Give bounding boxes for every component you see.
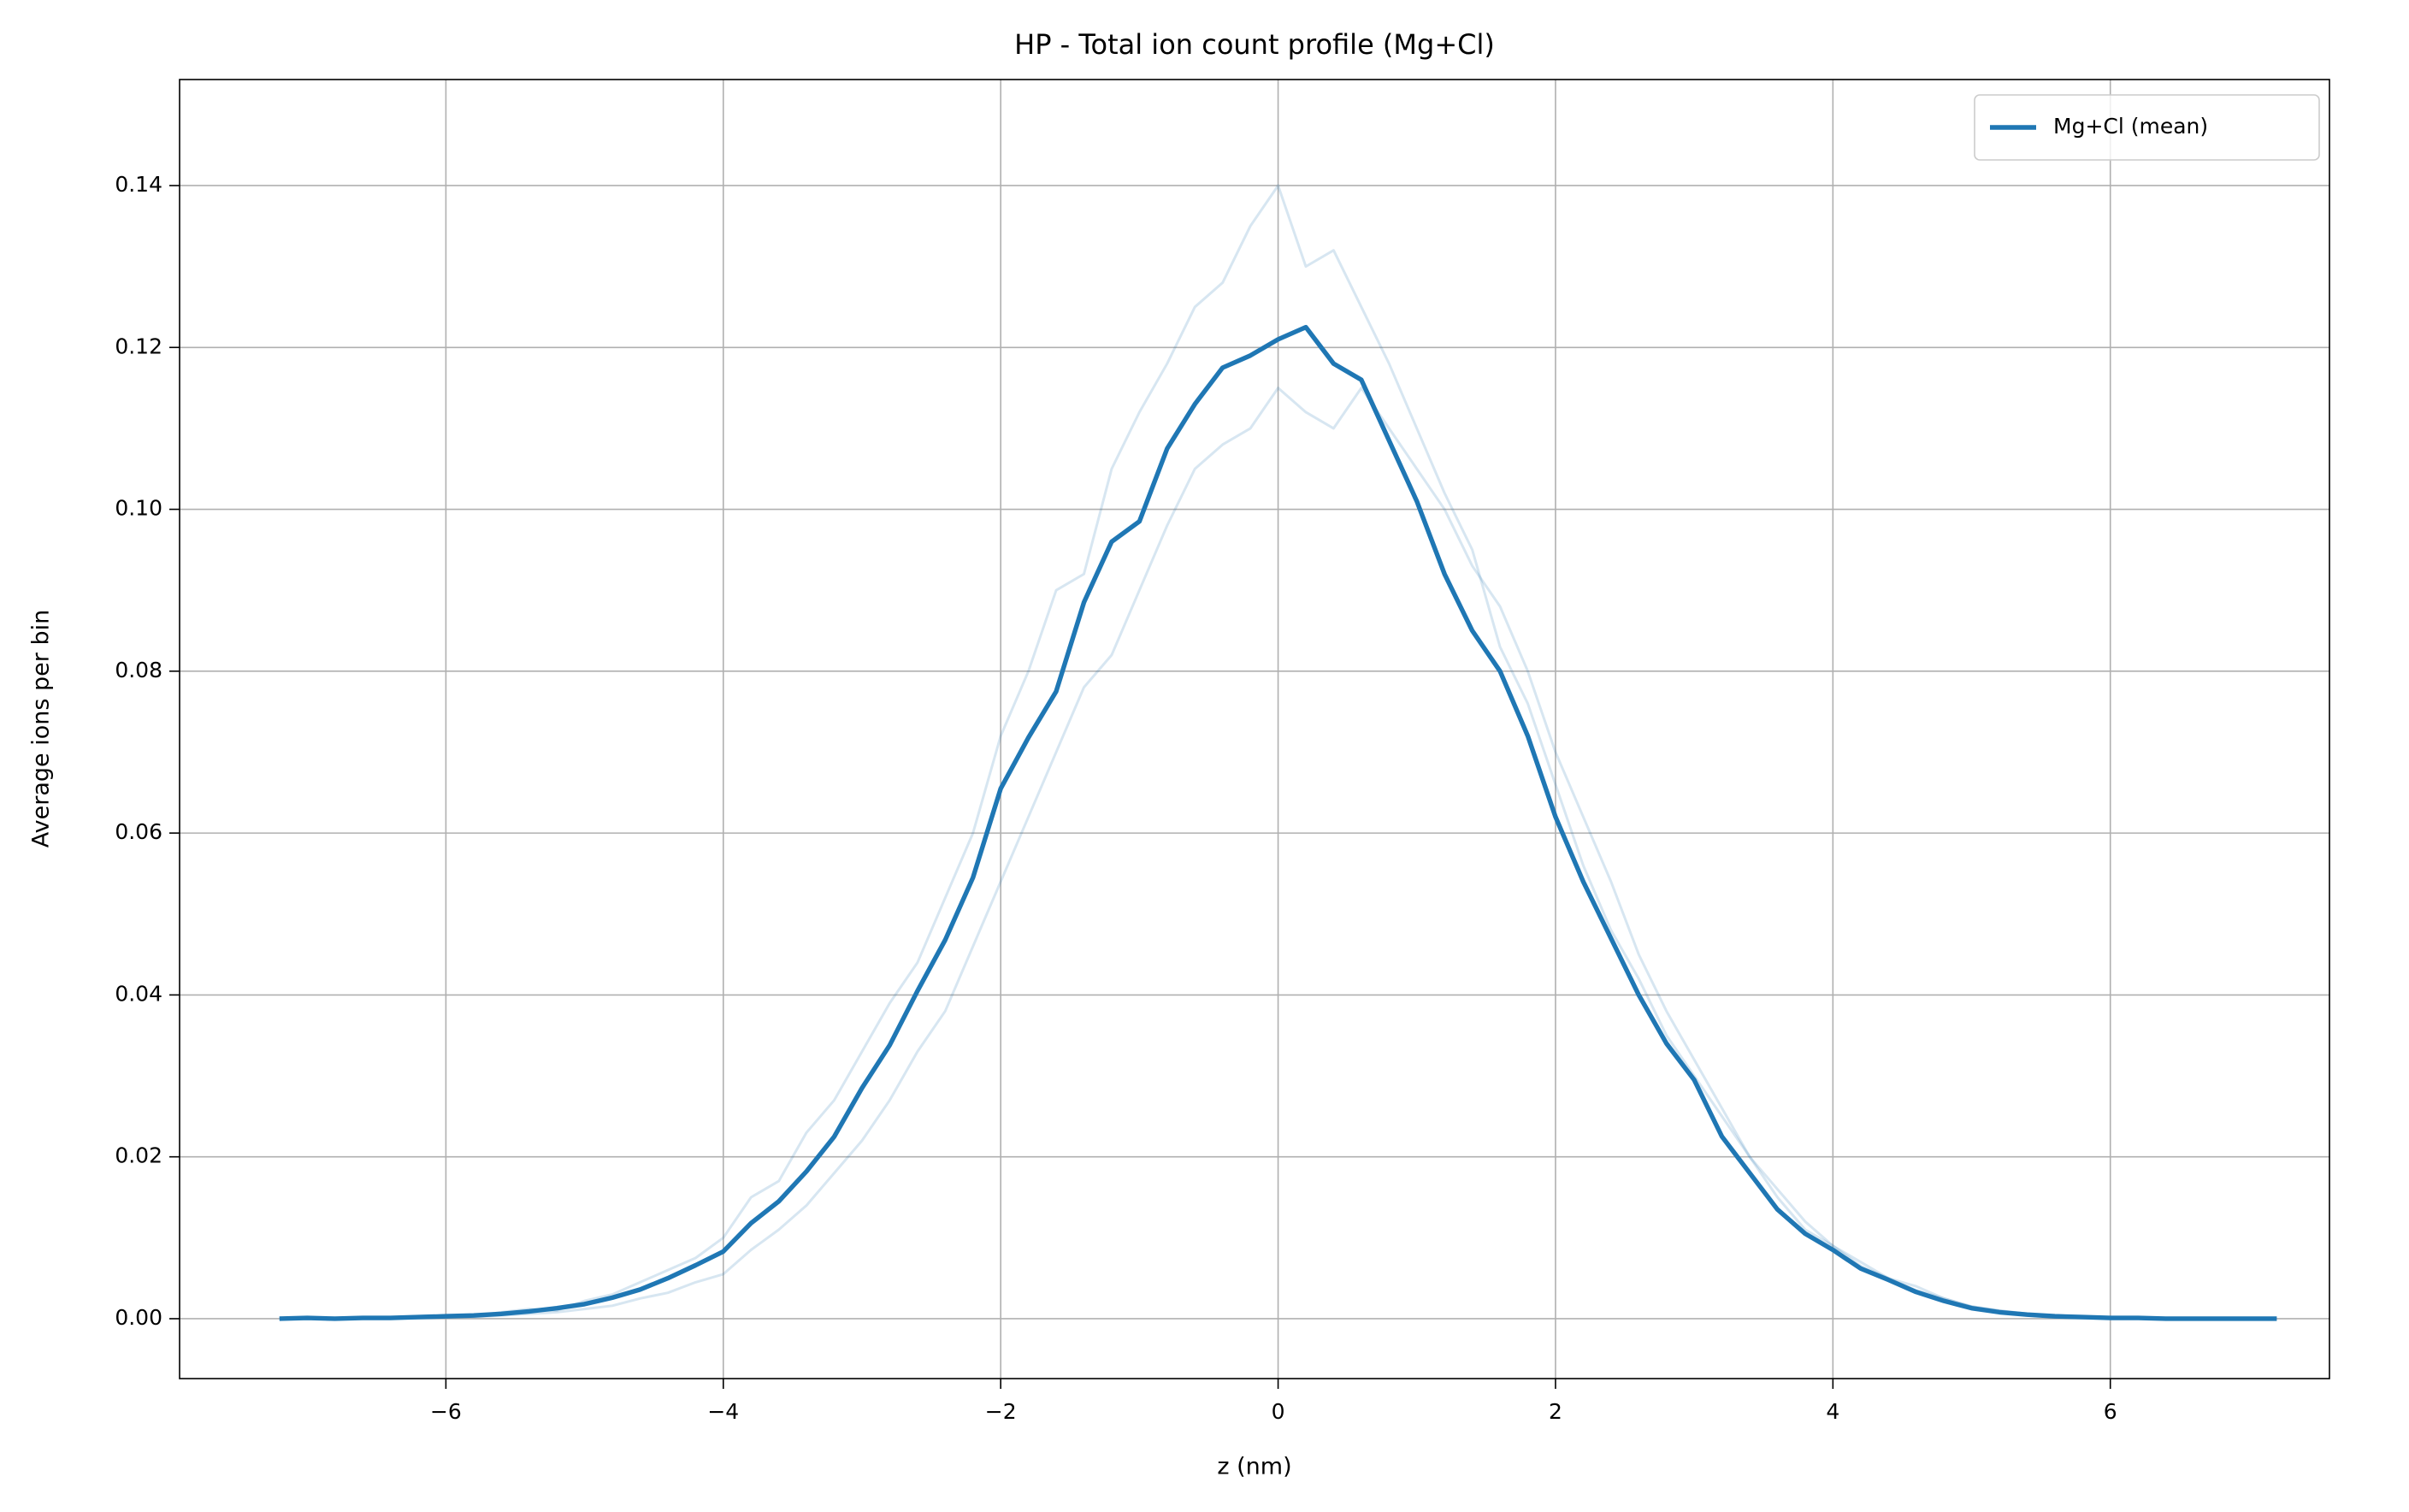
legend-label: Mg+Cl (mean) <box>2053 114 2208 139</box>
data-line <box>279 387 2277 1320</box>
y-tick-label: 0.04 <box>115 981 162 1006</box>
x-axis-label: z (nm) <box>1217 1454 1291 1480</box>
y-tick-label: 0.02 <box>115 1143 162 1168</box>
x-tick-label: −6 <box>430 1399 462 1424</box>
y-tick-label: 0.06 <box>115 819 162 844</box>
x-tick-label: −2 <box>985 1399 1017 1424</box>
axes-frame <box>179 79 2330 1379</box>
x-tick-label: 4 <box>1826 1399 1839 1424</box>
y-tick-label: 0.00 <box>115 1305 162 1330</box>
x-tick-label: 6 <box>2104 1399 2117 1424</box>
y-axis-label: Average ions per bin <box>28 610 55 848</box>
y-tick-label: 0.10 <box>115 496 162 521</box>
x-tick-label: 0 <box>1272 1399 1285 1424</box>
chart-title: HP - Total ion count profile (Mg+Cl) <box>1014 28 1495 61</box>
data-line <box>279 184 2277 1320</box>
legend-box <box>1974 94 2320 161</box>
y-tick-label: 0.14 <box>115 172 162 197</box>
y-tick-label: 0.12 <box>115 334 162 358</box>
x-tick-label: 2 <box>1549 1399 1562 1424</box>
y-tick-label: 0.08 <box>115 658 162 682</box>
data-line <box>279 324 2277 1321</box>
x-tick-label: −4 <box>707 1399 739 1424</box>
